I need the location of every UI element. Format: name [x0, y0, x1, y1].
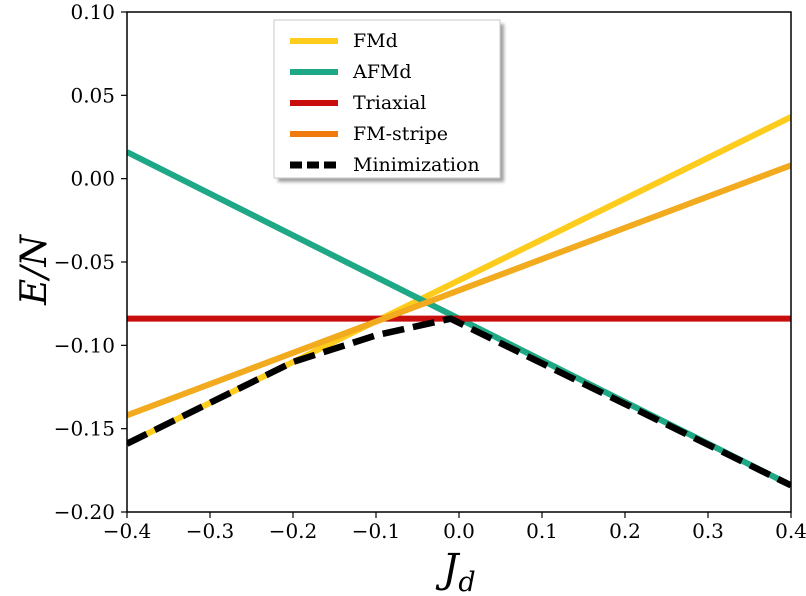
x-axis-label: Jd	[435, 546, 475, 596]
legend-label: Minimization	[353, 154, 480, 176]
x-tick-label: 0.4	[775, 519, 806, 543]
x-tick-label: −0.1	[352, 519, 401, 543]
legend-box	[273, 19, 501, 179]
y-tick-label: −0.05	[54, 250, 115, 274]
ticks-layer: −0.4 −0.3 −0.2 −0.1 0.0 0.1 0.2 0.3 0.4 −0.20 −0.1…	[54, 0, 806, 543]
series-layer	[127, 114, 791, 489]
y-tick-label: 0.10	[70, 0, 115, 24]
x-tick-label: 0.3	[692, 519, 724, 543]
y-axis-label: E/N	[14, 234, 55, 306]
x-tick-label: −0.2	[269, 519, 318, 543]
x-tick-label: 0.0	[443, 519, 475, 543]
x-tick-label: 0.2	[609, 519, 641, 543]
legend: FMd AFMd Triaxial FM-stripe Minimization	[273, 19, 501, 179]
x-tick-label: 0.1	[526, 519, 558, 543]
legend-label: Triaxial	[353, 92, 426, 114]
legend-label: FMd	[353, 30, 398, 52]
y-tick-label: 0.00	[70, 167, 115, 191]
legend-label: FM-stripe	[353, 123, 448, 145]
series-line-fm-stripe	[127, 162, 791, 419]
series-line-fmd	[127, 114, 791, 447]
y-tick-label: 0.05	[70, 83, 115, 107]
y-tick-label: −0.10	[54, 333, 115, 357]
legend-label: AFMd	[352, 61, 412, 83]
y-tick-label: −0.15	[54, 417, 115, 441]
y-tick-label: −0.20	[54, 500, 115, 524]
x-tick-label: −0.3	[186, 519, 235, 543]
series-line-minimization	[127, 315, 791, 489]
x-tick-label: −0.4	[103, 519, 152, 543]
